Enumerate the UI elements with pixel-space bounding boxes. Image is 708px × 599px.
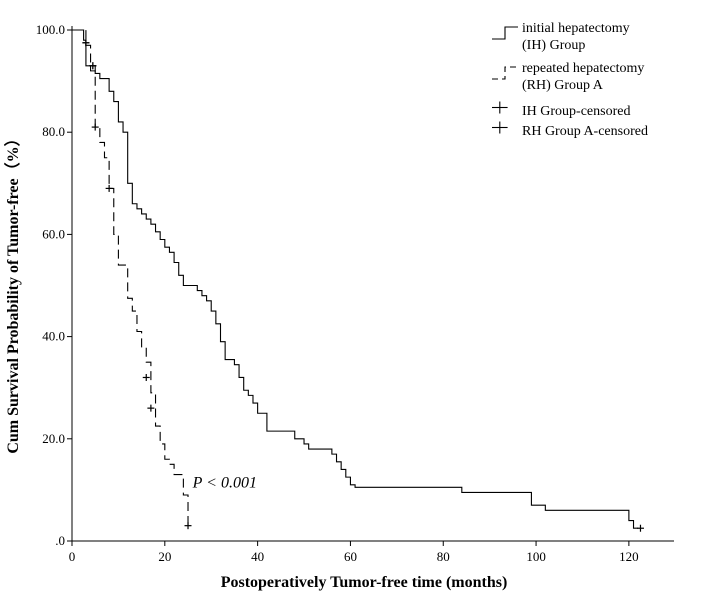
legend-item: RH Group A-censored [492, 121, 648, 139]
legend-solid-swatch [492, 26, 518, 40]
y-tick-label: 20.0 [42, 431, 65, 446]
rh-censor-mark [91, 123, 99, 131]
legend-label: repeated hepatectomy [522, 61, 644, 76]
rh-censor-mark [105, 184, 113, 192]
legend-label: initial hepatectomy [522, 21, 630, 36]
y-tick-label: 80.0 [42, 124, 65, 139]
legend: initial hepatectomy (IH) Group repeated he… [492, 21, 648, 139]
x-tick-label: 120 [619, 549, 639, 564]
legend-item: initial hepatectomy (IH) Group [492, 21, 630, 53]
legend-item: IH Group-censored [492, 101, 630, 119]
legend-label: (IH) Group [522, 38, 585, 53]
rh-group-a-curve [72, 29, 189, 526]
legend-dashed-swatch [492, 66, 518, 80]
x-tick-label: 60 [344, 549, 357, 564]
ih-group-curve [72, 29, 639, 529]
rh-censor-mark [142, 373, 150, 381]
legend-label: RH Group A-censored [522, 124, 648, 139]
legend-label: IH Group-censored [522, 104, 630, 119]
x-tick-label: 20 [158, 549, 171, 564]
ih-censor-mark [636, 524, 644, 532]
rh-censor-mark [184, 522, 192, 530]
x-tick-label: 80 [437, 549, 450, 564]
x-axis-title: Postoperatively Tumor-free time (months) [221, 574, 508, 591]
y-tick-label: 40.0 [42, 329, 65, 344]
rh-censor-mark [147, 404, 155, 412]
y-tick-label: .0 [55, 533, 65, 548]
censor-marks [82, 39, 644, 532]
axes [71, 26, 674, 542]
legend-item: repeated hepatectomy (RH) Group A [492, 61, 644, 93]
legend-label: (RH) Group A [522, 78, 604, 93]
rh-censor-mark [89, 62, 97, 70]
x-tick-label: 100 [526, 549, 546, 564]
tick-marks: .0 20.0 40.0 60.0 80.0 100.0 0 20 40 60 80 100 120 [36, 22, 639, 564]
rh-censor-mark [82, 39, 90, 47]
p-value-annotation: P < 0.001 [192, 474, 257, 491]
series-layer [72, 29, 639, 529]
y-axis-title: Cum Survival Probability of Tumor-free（%… [4, 130, 22, 453]
x-tick-label: 0 [69, 549, 76, 564]
y-tick-label: 100.0 [36, 22, 65, 37]
x-tick-label: 40 [251, 549, 264, 564]
y-tick-label: 60.0 [42, 226, 65, 241]
